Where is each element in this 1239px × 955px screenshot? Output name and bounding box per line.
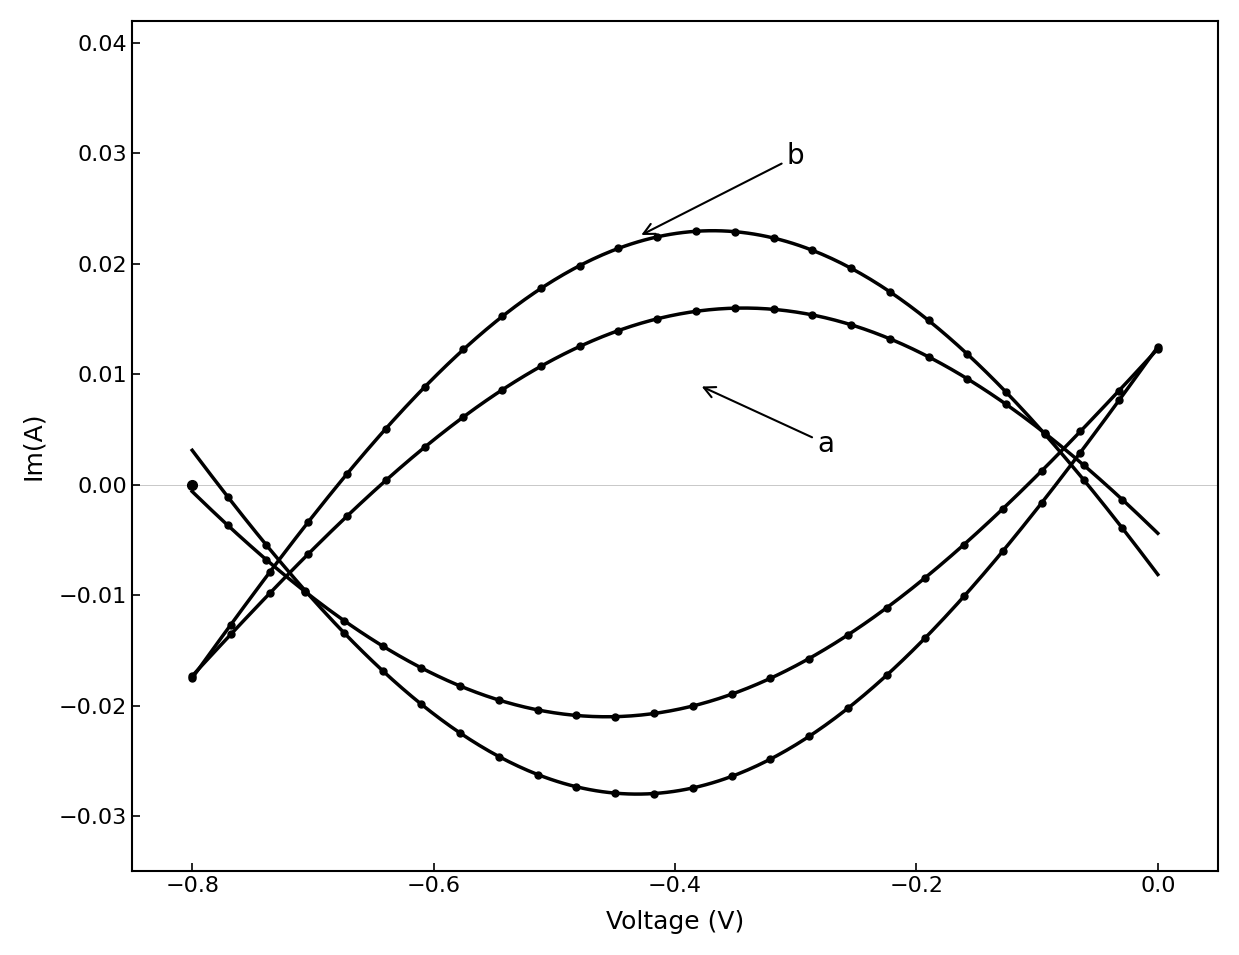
Text: a: a xyxy=(704,387,834,457)
X-axis label: Voltage (V): Voltage (V) xyxy=(606,910,745,934)
Text: b: b xyxy=(643,142,804,234)
Y-axis label: Im(A): Im(A) xyxy=(21,412,45,480)
